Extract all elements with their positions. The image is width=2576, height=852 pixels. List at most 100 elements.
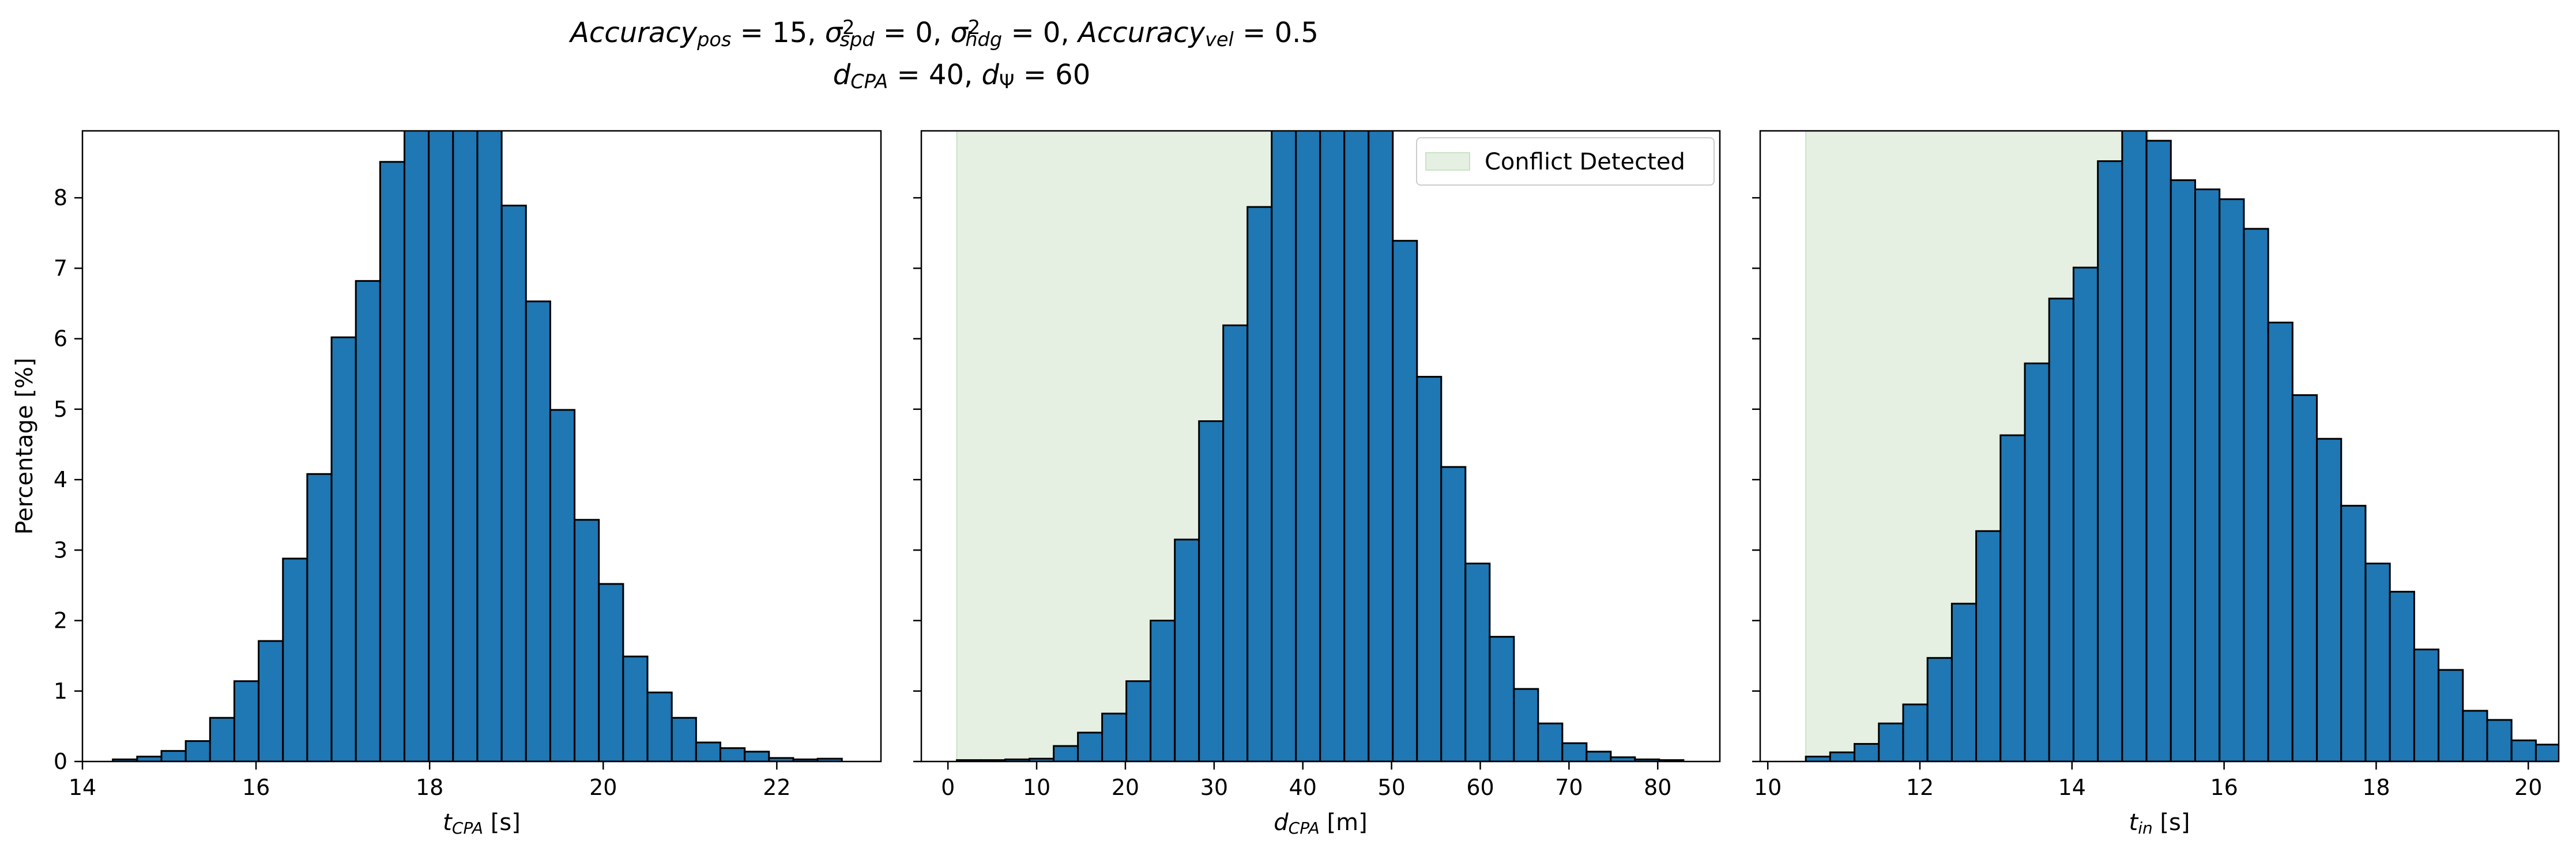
histogram-bar	[1053, 745, 1079, 761]
histogram-bar	[2097, 160, 2123, 761]
histogram-bar	[2364, 563, 2391, 761]
y-tick-label: 1	[54, 678, 67, 704]
histogram-bar	[1174, 538, 1200, 761]
histogram-bar	[1077, 732, 1104, 761]
x-tick-label: 14	[2058, 775, 2086, 800]
histogram-bar	[2486, 719, 2513, 761]
histogram-bar	[1343, 131, 1370, 761]
histogram-bar	[500, 205, 527, 761]
x-tick-label: 40	[1289, 775, 1317, 800]
x-tick-label: 20	[589, 775, 617, 800]
x-tick-label: 0	[941, 775, 955, 800]
x-tick-label: 16	[242, 775, 270, 800]
x-tick-label: 60	[1466, 775, 1494, 800]
histogram-bar	[1150, 620, 1176, 761]
histogram-bar	[306, 473, 333, 761]
histogram-bar	[2291, 394, 2318, 761]
histogram-bar	[2389, 590, 2415, 761]
axes-frame	[920, 130, 1721, 763]
text-fragment: vel	[1205, 28, 1234, 51]
text-fragment: [s]	[2153, 809, 2190, 836]
x-tick-label: 12	[1906, 775, 1934, 800]
y-tick-label: 8	[54, 185, 67, 210]
histogram-bar	[1561, 742, 1588, 761]
text-fragment: t	[2129, 809, 2139, 836]
text-fragment: in	[2138, 819, 2153, 838]
y-tick-label: 7	[54, 255, 67, 281]
histogram-bar	[2243, 228, 2269, 761]
histogram-bar	[2024, 362, 2050, 761]
histogram-bar	[1854, 742, 1880, 761]
histogram-bar	[1222, 324, 1249, 761]
x-tick-label: 70	[1555, 775, 1583, 800]
text-fragment: 2	[968, 16, 980, 39]
text-fragment: σ	[950, 17, 969, 49]
histogram-bar	[1101, 712, 1128, 761]
text-fragment: = 40,	[888, 59, 981, 91]
histogram-bar	[2462, 710, 2488, 761]
histogram-bar	[209, 717, 235, 761]
histogram-bar	[1125, 680, 1152, 761]
histogram-bar	[2413, 649, 2440, 761]
histogram-bar	[2267, 321, 2293, 761]
histogram-bar	[2219, 198, 2245, 761]
text-fragment: CPA	[1289, 819, 1320, 838]
plot-area	[956, 131, 1685, 761]
y-tick-label: 0	[54, 749, 67, 774]
y-tick-label: 6	[54, 326, 67, 352]
text-fragment: [s]	[483, 809, 521, 836]
x-axis-label: tCPA [s]	[443, 809, 521, 838]
x-axis-label: tin [s]	[2129, 809, 2190, 838]
histogram-bar	[1902, 703, 1929, 761]
histogram-bar	[379, 161, 406, 761]
x-tick-label: 10	[1023, 775, 1050, 800]
x-tick-label: 20	[2514, 775, 2542, 800]
histogram-bar	[622, 655, 649, 761]
x-axis-label: dCPA [m]	[1274, 809, 1367, 838]
text-fragment: = 0.5	[1234, 17, 1319, 49]
text-fragment: pos	[696, 28, 731, 51]
histogram-bar	[574, 519, 600, 761]
y-tick-label: 5	[54, 397, 67, 422]
histogram-bar	[160, 750, 187, 761]
histogram-bar	[136, 755, 163, 761]
histogram-bar	[2560, 752, 2576, 761]
plot-area	[1805, 131, 2576, 761]
text-fragment: σ	[825, 17, 843, 49]
x-tick-label: 16	[2210, 775, 2238, 800]
histogram-bar	[2121, 131, 2148, 761]
x-tick-label: 18	[2362, 775, 2390, 800]
title-line-1: Accuracypos = 15, σ2 spd = 0, σ2 hdg = 0, …	[568, 16, 1319, 51]
histogram-bar	[1440, 466, 1467, 761]
histogram-bar	[2340, 504, 2367, 761]
y-axis-label: Percentage [%]	[12, 358, 38, 535]
panel-t-in: 10 12 14 16 18 20 tin [s]	[1752, 130, 2576, 838]
histogram-bar	[1926, 657, 1953, 761]
histogram-bar	[1368, 131, 1394, 761]
y-tick-label: 2	[54, 608, 67, 634]
histogram-bar	[2072, 266, 2099, 761]
legend-box	[1416, 137, 1715, 186]
legend-swatch	[1425, 152, 1470, 171]
histogram-bar	[549, 409, 576, 761]
x-tick-label: 10	[1754, 775, 1782, 800]
x-tick-label: 14	[69, 775, 96, 800]
histogram-bar	[1829, 751, 1856, 761]
histogram-bar	[1513, 688, 1539, 761]
text-fragment: = 0,	[875, 17, 951, 49]
text-fragment: d	[833, 59, 851, 91]
x-tick-label: 22	[763, 775, 790, 800]
panel-d-cpa: 0 10 20 30 40 50 60 70 80 dCPA [m] Conflict Detect…	[913, 130, 1721, 838]
histogram-bar	[2170, 179, 2196, 761]
histogram-bar	[1975, 530, 2002, 761]
text-fragment: Accuracy	[568, 17, 698, 49]
histogram-bar	[355, 280, 381, 761]
text-fragment: d	[1274, 809, 1289, 836]
text-fragment: CPA	[452, 819, 483, 838]
histogram-bar	[2438, 669, 2464, 761]
histogram-bar	[646, 691, 673, 761]
histogram-bar	[598, 583, 624, 761]
text-fragment: d	[982, 59, 1000, 91]
histogram-bar	[1585, 751, 1612, 761]
